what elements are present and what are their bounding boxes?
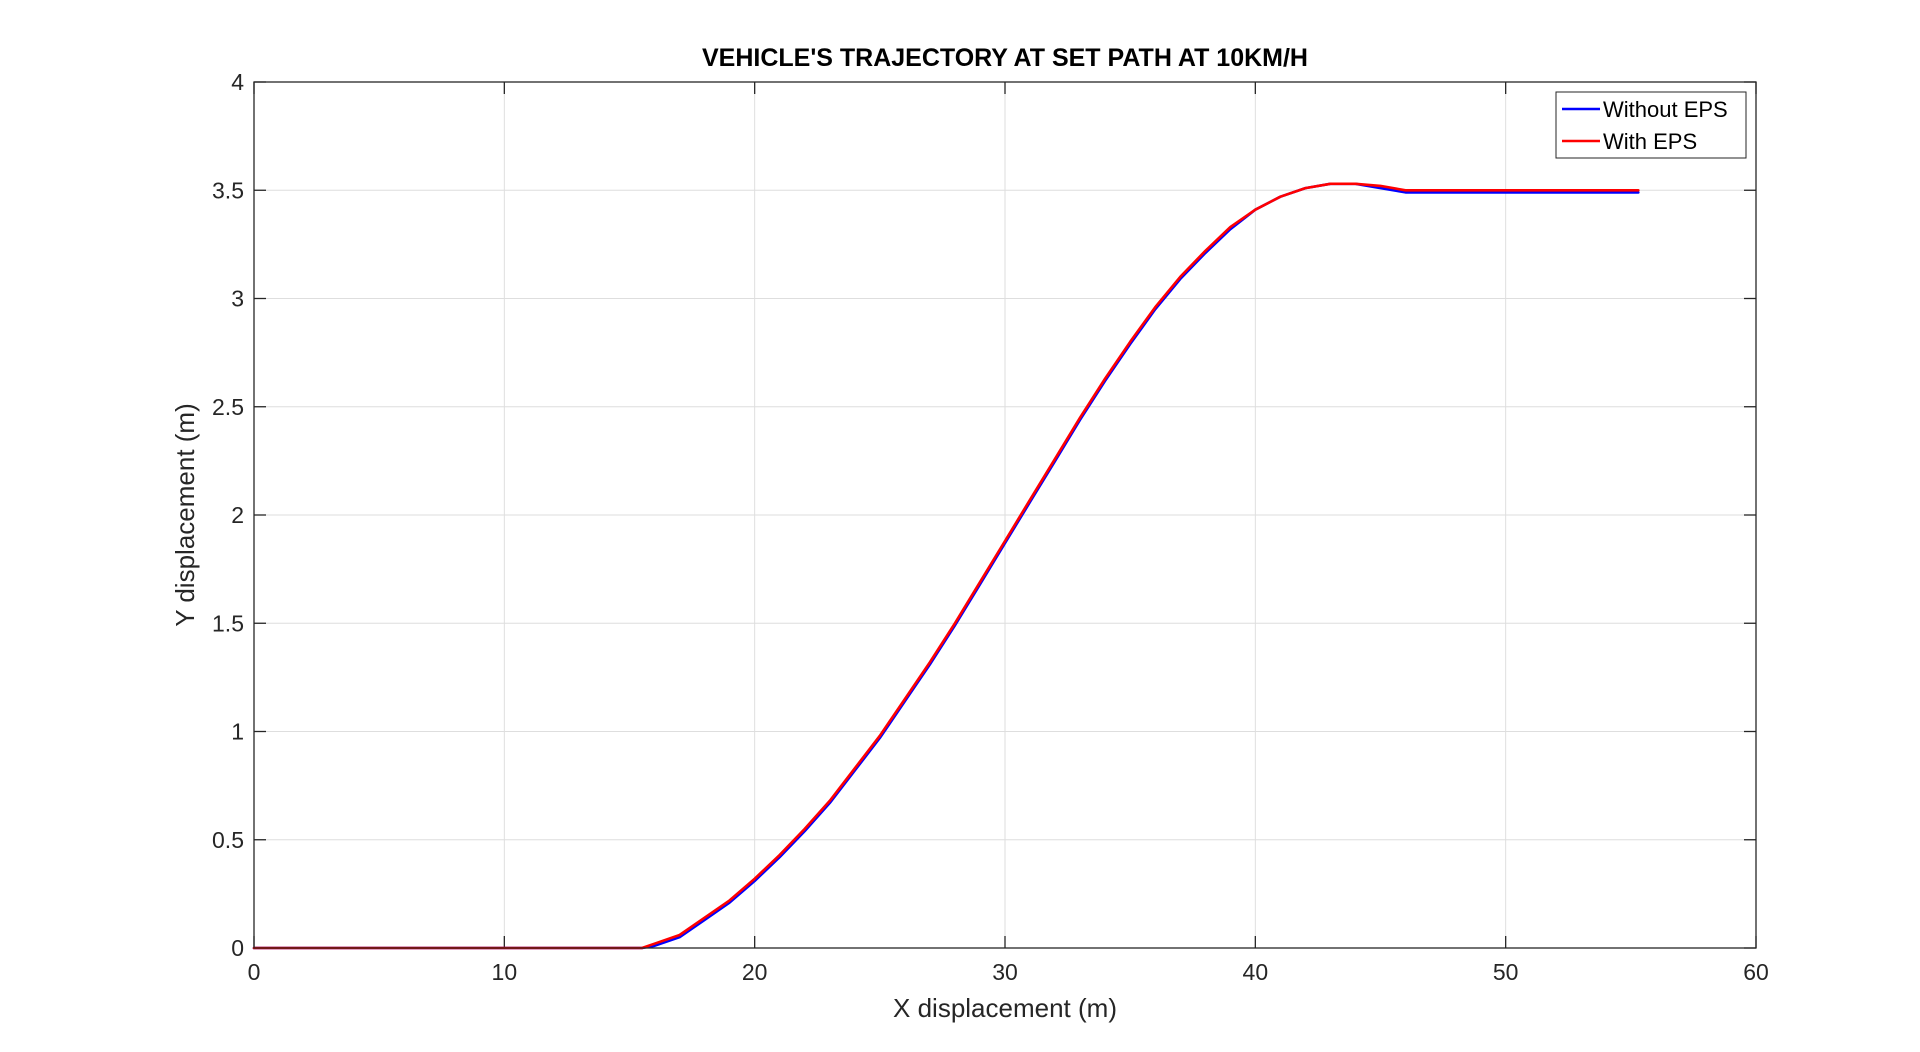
legend-label: With EPS: [1603, 129, 1697, 154]
y-tick-label: 0.5: [212, 827, 244, 853]
y-tick-label: 3: [231, 286, 244, 312]
y-tick-label: 2: [231, 502, 244, 528]
y-tick-label: 2.5: [212, 394, 244, 420]
legend: Without EPS With EPS: [1555, 91, 1747, 159]
series-lines: [252, 182, 1640, 950]
y-tick-label: 1.5: [212, 610, 244, 636]
legend-label: Without EPS: [1603, 97, 1728, 122]
chart-title: VEHICLE'S TRAJECTORY AT SET PATH AT 10KM…: [702, 44, 1308, 72]
x-tick-label: 60: [1743, 959, 1769, 985]
series-line-with-eps: [252, 182, 1640, 950]
y-tick-label: 0: [231, 935, 244, 961]
x-axis-label: X displacement (m): [893, 993, 1117, 1023]
y-tick-label: 4: [231, 69, 244, 95]
y-tick-label: 3.5: [212, 177, 244, 203]
x-tick-label: 10: [492, 959, 518, 985]
legend-box: [1555, 91, 1747, 159]
x-tick-label: 50: [1493, 959, 1519, 985]
y-axis-label: Y displacement (m): [170, 403, 200, 627]
x-tick-label: 40: [1243, 959, 1269, 985]
y-tick-label: 1: [231, 719, 244, 745]
x-tick-label: 20: [742, 959, 768, 985]
tick-labels: 0 10 20 30 40 50 60 0 0.5 1 1.5 2 2.5 3 3.5 4: [212, 69, 1769, 985]
x-tick-label: 30: [992, 959, 1018, 985]
axes-box: [253, 81, 1757, 949]
x-tick-label: 0: [248, 959, 261, 985]
